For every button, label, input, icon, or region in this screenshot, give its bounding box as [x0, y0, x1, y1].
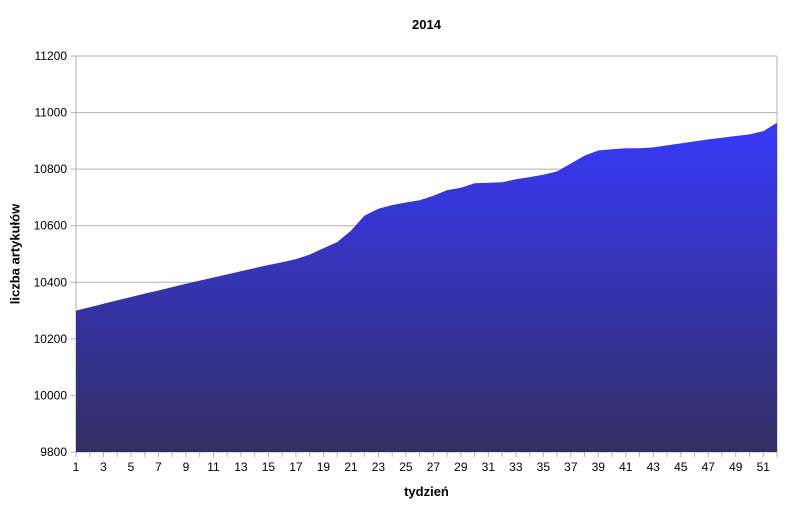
x-tick-label: 43: [647, 460, 661, 474]
x-tick-label: 35: [537, 460, 551, 474]
y-tick-label: 11200: [35, 49, 68, 63]
x-tick-label: 7: [155, 460, 162, 474]
x-tick-label: 13: [234, 460, 248, 474]
y-tick-label: 10000: [34, 388, 68, 402]
x-tick-label: 27: [427, 460, 441, 474]
y-tick-label: 10800: [34, 162, 68, 176]
y-tick-label: 10400: [34, 275, 68, 289]
x-tick-label: 17: [289, 460, 303, 474]
y-tick-label: 10200: [34, 332, 68, 346]
x-tick-label: 5: [128, 460, 135, 474]
x-tick-label: 9: [183, 460, 190, 474]
x-tick-label: 39: [592, 460, 606, 474]
x-tick-label: 33: [509, 460, 523, 474]
x-tick-label: 21: [344, 460, 358, 474]
x-tick-label: 25: [399, 460, 413, 474]
x-tick-label: 31: [482, 460, 496, 474]
x-tick-label: 11: [207, 460, 220, 474]
x-tick-label: 37: [564, 460, 578, 474]
x-tick-label: 15: [262, 460, 276, 474]
x-tick-label: 29: [454, 460, 468, 474]
x-tick-label: 1: [73, 460, 80, 474]
y-tick-label: 11000: [35, 106, 68, 120]
area-series: [76, 122, 777, 453]
y-tick-label: 10600: [34, 219, 68, 233]
chart-title: 2014: [412, 17, 441, 32]
x-tick-label: 41: [619, 460, 633, 474]
x-tick-label: 45: [674, 460, 688, 474]
x-tick-label: 23: [372, 460, 386, 474]
x-tick-label: 3: [100, 460, 107, 474]
x-axis-title: tydzień: [404, 484, 449, 499]
x-tick-label: 51: [757, 460, 771, 474]
y-tick-label: 9800: [40, 445, 67, 459]
x-tick-label: 19: [317, 460, 331, 474]
y-axis-title: liczba artykułów: [7, 203, 23, 305]
x-tick-label: 47: [702, 460, 716, 474]
x-tick-label: 49: [729, 460, 743, 474]
